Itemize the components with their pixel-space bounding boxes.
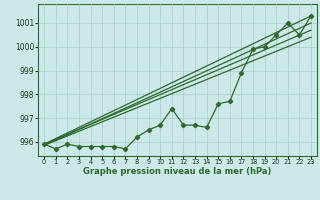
X-axis label: Graphe pression niveau de la mer (hPa): Graphe pression niveau de la mer (hPa) — [84, 167, 272, 176]
